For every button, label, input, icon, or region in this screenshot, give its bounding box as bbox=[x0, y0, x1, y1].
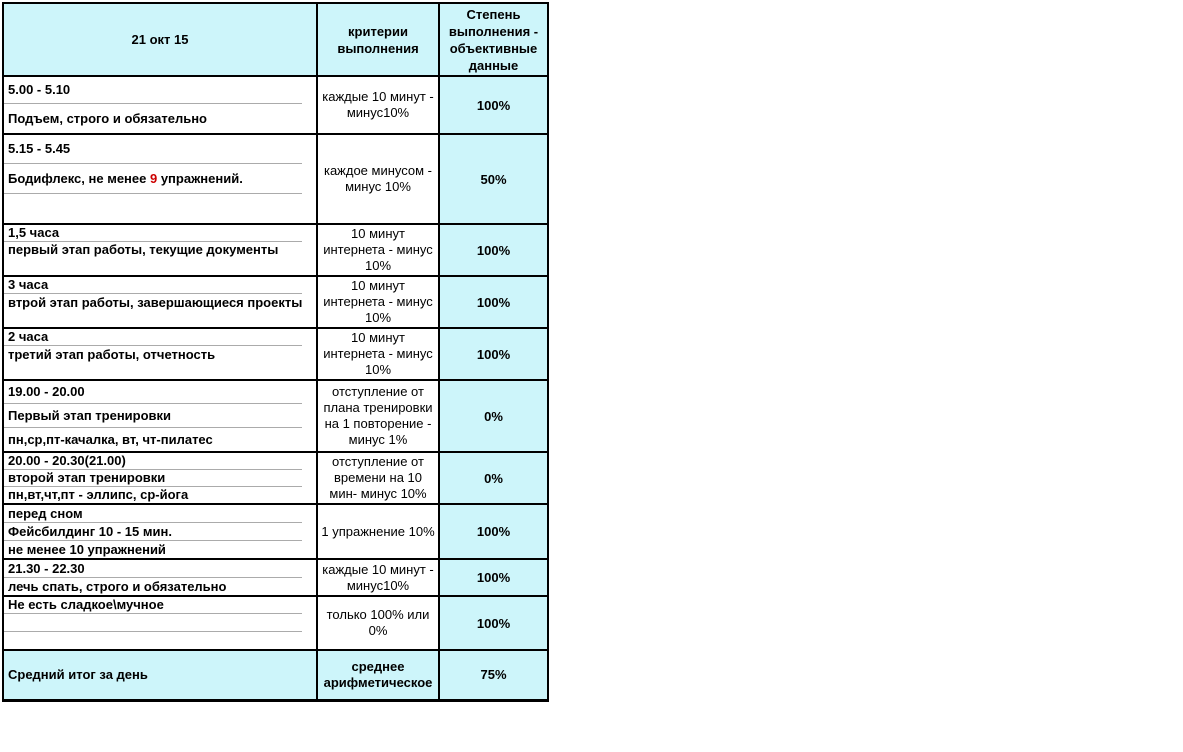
date-header-cell: 21 окт 15 bbox=[2, 2, 318, 77]
activity-line: Фейсбилдинг 10 - 15 мин. bbox=[8, 524, 172, 539]
result-cell: 100% bbox=[438, 558, 549, 597]
activity-cell: 19.00 - 20.00 Первый этап тренировки пн,… bbox=[2, 379, 318, 453]
result-cell: 100% bbox=[438, 595, 549, 651]
activity-line: Не есть сладкое\мучное bbox=[8, 597, 164, 612]
activity-line: лечь спать, строго и обязательно bbox=[8, 579, 227, 594]
sub-divider bbox=[5, 577, 302, 578]
header-row: 21 окт 15 критерии выполнения Степень вы… bbox=[2, 2, 549, 77]
sub-divider bbox=[5, 613, 302, 614]
activity-cell: 1,5 часа первый этап работы, текущие док… bbox=[2, 223, 318, 277]
sub-divider bbox=[5, 540, 302, 541]
criteria-cell: отступление от плана тренировки на 1 пов… bbox=[316, 379, 440, 453]
activity-line: Подъем, строго и обязательно bbox=[8, 111, 207, 126]
result-cell: 100% bbox=[438, 275, 549, 329]
activity-line: первый этап работы, текущие документы bbox=[8, 242, 279, 257]
activity-line: 20.00 - 20.30(21.00) bbox=[8, 453, 126, 468]
sub-divider bbox=[5, 193, 302, 194]
daily-plan-table: 21 окт 15 критерии выполнения Степень вы… bbox=[2, 2, 549, 702]
criteria-cell: каждое минусом - минус 10% bbox=[316, 133, 440, 225]
activity-cell: 20.00 - 20.30(21.00) второй этап трениро… bbox=[2, 451, 318, 505]
result-cell: 0% bbox=[438, 451, 549, 505]
criteria-cell: каждые 10 минут - минус10% bbox=[316, 75, 440, 135]
activity-line: 1,5 часа bbox=[8, 225, 60, 240]
schedule-row-facebuilding: перед сном Фейсбилдинг 10 - 15 мин. не м… bbox=[2, 503, 549, 560]
red-number: 9 bbox=[149, 171, 158, 186]
sub-divider bbox=[5, 486, 302, 487]
schedule-row-bodyflex: 5.15 - 5.45 Бодифлекс, не менее 9 упражн… bbox=[2, 133, 549, 225]
activity-line: второй этап тренировки bbox=[8, 470, 166, 485]
schedule-row-sleep: 21.30 - 22.30 лечь спать, строго и обяза… bbox=[2, 558, 549, 597]
activity-line: Первый этап тренировки bbox=[8, 408, 172, 423]
activity-line: не менее 10 упражнений bbox=[8, 542, 166, 557]
sub-divider bbox=[5, 469, 302, 470]
activity-cell: Не есть сладкое\мучное bbox=[2, 595, 318, 651]
activity-line-blank bbox=[5, 194, 315, 222]
activity-line: Бодифлекс, не менее 9 упражнений. bbox=[5, 164, 315, 193]
sub-divider bbox=[5, 103, 302, 104]
schedule-row-training1: 19.00 - 20.00 Первый этап тренировки пн,… bbox=[2, 379, 549, 453]
criteria-cell: 10 минут интернета - минус 10% bbox=[316, 275, 440, 329]
activity-line-blank bbox=[5, 614, 315, 631]
activity-line: 21.30 - 22.30 bbox=[8, 561, 85, 576]
schedule-row-work-stage1: 1,5 часа первый этап работы, текущие док… bbox=[2, 223, 549, 277]
schedule-row-wakeup: 5.00 - 5.10 Подъем, строго и обязательно… bbox=[2, 75, 549, 135]
criteria-cell: только 100% или 0% bbox=[316, 595, 440, 651]
summary-row: Средний итог за день среднее арифметичес… bbox=[2, 649, 549, 701]
sub-divider bbox=[5, 293, 302, 294]
activity-line: третий этап работы, отчетность bbox=[8, 347, 216, 362]
activity-line: втрой этап работы, завершающиеся проекты bbox=[8, 295, 303, 310]
result-cell: 100% bbox=[438, 503, 549, 560]
criteria-cell: 1 упражнение 10% bbox=[316, 503, 440, 560]
activity-cell: 5.00 - 5.10 Подъем, строго и обязательно bbox=[2, 75, 318, 135]
activity-line: пн,ср,пт-качалка, вт, чт-пилатес bbox=[8, 432, 213, 447]
schedule-row-training2: 20.00 - 20.30(21.00) второй этап трениро… bbox=[2, 451, 549, 505]
activity-line: 19.00 - 20.00 bbox=[8, 384, 85, 399]
criteria-cell: 10 минут интернета - минус 10% bbox=[316, 327, 440, 381]
result-cell: 0% bbox=[438, 379, 549, 453]
activity-line: пн,вт,чт,пт - эллипс, ср-йога bbox=[8, 487, 189, 502]
schedule-row-work-stage2: 3 часа втрой этап работы, завершающиеся … bbox=[2, 275, 549, 329]
criteria-header-cell: критерии выполнения bbox=[316, 2, 440, 77]
activity-line: перед сном bbox=[8, 506, 83, 521]
sub-divider bbox=[5, 522, 302, 523]
sub-divider bbox=[5, 631, 302, 632]
activity-cell: 2 часа третий этап работы, отчетность bbox=[2, 327, 318, 381]
activity-line: 2 часа bbox=[8, 329, 49, 344]
activity-line: 3 часа bbox=[8, 277, 49, 292]
schedule-row-no-sweets: Не есть сладкое\мучное только 100% или 0… bbox=[2, 595, 549, 651]
activity-cell: 3 часа втрой этап работы, завершающиеся … bbox=[2, 275, 318, 329]
summary-label-cell: Средний итог за день bbox=[2, 649, 318, 701]
summary-criteria-cell: среднее арифметическое bbox=[316, 649, 440, 701]
activity-text-post: упражнений. bbox=[157, 171, 243, 186]
activity-line: 5.00 - 5.10 bbox=[8, 82, 71, 97]
result-header-cell: Степень выполнения - объективные данные bbox=[438, 2, 549, 77]
result-cell: 50% bbox=[438, 133, 549, 225]
sub-divider bbox=[5, 427, 302, 428]
sub-divider bbox=[5, 403, 302, 404]
sub-divider bbox=[5, 345, 302, 346]
result-cell: 100% bbox=[438, 327, 549, 381]
activity-text-pre: Бодифлекс, не менее bbox=[8, 171, 150, 186]
activity-cell: 5.15 - 5.45 Бодифлекс, не менее 9 упражн… bbox=[2, 133, 318, 225]
result-cell: 100% bbox=[438, 223, 549, 277]
sub-divider bbox=[5, 241, 302, 242]
activity-cell: перед сном Фейсбилдинг 10 - 15 мин. не м… bbox=[2, 503, 318, 560]
activity-line-blank bbox=[5, 632, 315, 648]
activity-cell: 21.30 - 22.30 лечь спать, строго и обяза… bbox=[2, 558, 318, 597]
criteria-cell: каждые 10 минут - минус10% bbox=[316, 558, 440, 597]
sub-divider bbox=[5, 163, 302, 164]
criteria-cell: 10 минут интернета - минус 10% bbox=[316, 223, 440, 277]
schedule-row-work-stage3: 2 часа третий этап работы, отчетность 10… bbox=[2, 327, 549, 381]
activity-line: 5.15 - 5.45 bbox=[8, 141, 71, 156]
summary-result-cell: 75% bbox=[438, 649, 549, 701]
result-cell: 100% bbox=[438, 75, 549, 135]
criteria-cell: отступление от времени на 10 мин- минус … bbox=[316, 451, 440, 505]
